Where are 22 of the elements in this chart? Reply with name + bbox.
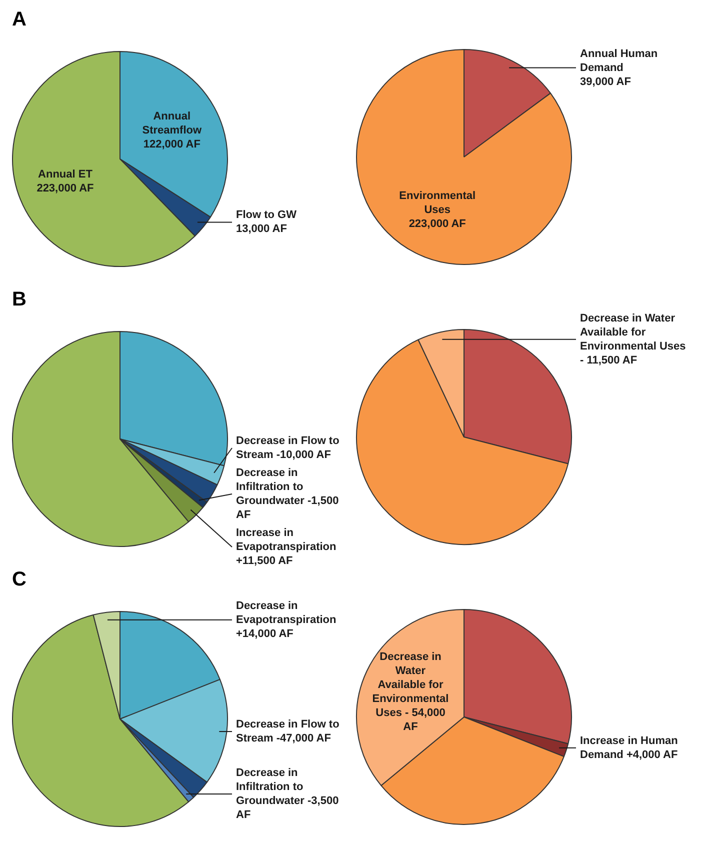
slice-label: Decrease in Flow to Stream -10,000 AF bbox=[236, 435, 340, 462]
slice-label: Increase in Human Demand +4,000 AF bbox=[580, 734, 678, 761]
slice-label: Flow to GW bbox=[236, 209, 298, 222]
data-label: 39,000 AF bbox=[580, 76, 632, 88]
slice-label: Decrease in Evapotranspiration +14,000 AF bbox=[236, 600, 337, 640]
slice-label: Environmental Uses bbox=[399, 190, 476, 216]
slice-label: Annual ET bbox=[38, 168, 93, 180]
data-label: 223,000 AF bbox=[36, 182, 94, 194]
data-label: 13,000 AF bbox=[236, 223, 288, 236]
slice-label: Increase in Evapotranspiration +11,500 AF bbox=[236, 527, 337, 568]
data-label: 122,000 AF bbox=[143, 138, 201, 151]
slice-label: Decrease in Infiltration to Groundwater -1,500 AF bbox=[236, 467, 339, 522]
chart-title: C bbox=[12, 568, 26, 591]
slice-label: Annual Human Demand bbox=[580, 48, 658, 74]
slice-label: Annual Streamflow bbox=[142, 110, 202, 137]
data-label: 223,000 AF bbox=[408, 218, 466, 230]
chart-title: A bbox=[12, 8, 26, 31]
slice-label: Decrease in Infiltration to Groundwater -3,500 AF bbox=[236, 767, 339, 822]
slice-label: Decrease in Water Available for Environmental Uses - 11,500 AF bbox=[580, 312, 686, 366]
slice-label: Decrease in Flow to Stream -47,000 AF bbox=[236, 718, 340, 745]
chart-title: B bbox=[12, 288, 26, 311]
slice-label: Decrease in Water Available for Environmental Uses - 54,000 AF bbox=[372, 650, 449, 733]
